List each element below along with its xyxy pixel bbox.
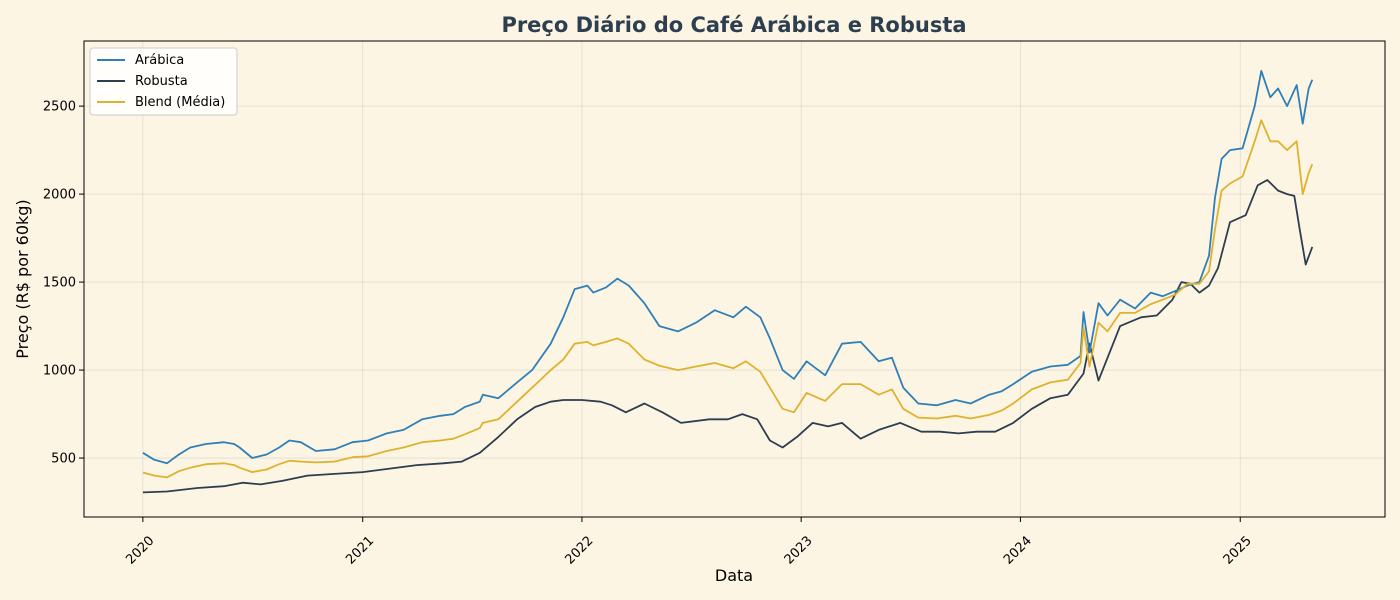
plot-frame [83, 40, 1386, 518]
x-tick-label-2021: 2021 [343, 534, 377, 568]
y-tick-label-1000: 1000 [43, 364, 76, 379]
x-tick-label-2025: 2025 [1221, 534, 1255, 568]
series-layer [142, 70, 1314, 494]
y-tick-label-2000: 2000 [43, 188, 76, 203]
x-tick-label-2024: 2024 [1001, 534, 1035, 568]
series-line-robusta [142, 179, 1314, 494]
x-tick-label-2023: 2023 [782, 534, 816, 568]
y-axis-label: Preço (R$ por 60kg) [13, 199, 32, 358]
x-tick-label-2020: 2020 [123, 534, 157, 568]
x-tick-label-2022: 2022 [562, 534, 596, 568]
series-line-blend [142, 119, 1314, 479]
x-axis: 2020 2021 2022 2023 2024 2025 [123, 517, 1255, 568]
legend-label-blend: Blend (Média) [135, 95, 225, 110]
y-axis: 500 1000 1500 2000 2500 [43, 100, 84, 467]
y-tick-label-2500: 2500 [43, 100, 76, 115]
series-line-arabica [142, 70, 1314, 465]
legend: Arábica Robusta Blend (Média) [89, 47, 238, 116]
x-axis-label: Data [715, 566, 753, 585]
legend-label-arabica: Arábica [135, 53, 184, 68]
grid [84, 41, 1385, 517]
y-tick-label-500: 500 [51, 452, 76, 467]
chart-title: Preço Diário do Café Arábica e Robusta [501, 13, 966, 37]
y-tick-label-1500: 1500 [43, 276, 76, 291]
legend-label-robusta: Robusta [135, 74, 188, 89]
legend-box [89, 47, 238, 116]
